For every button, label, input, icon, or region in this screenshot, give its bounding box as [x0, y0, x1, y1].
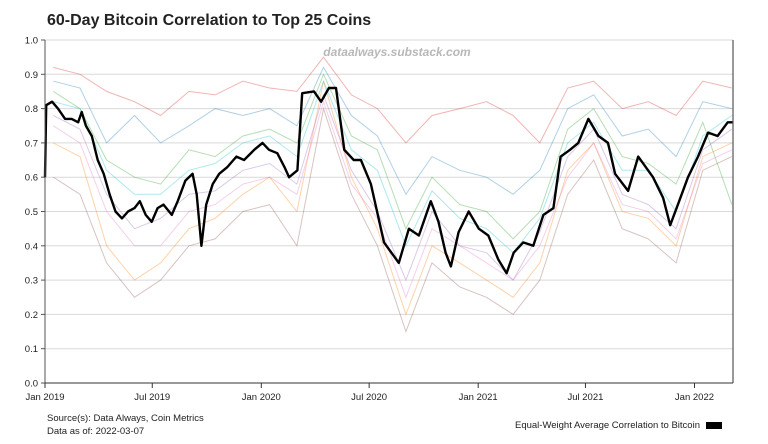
x-tick-label: Jan 2021 [459, 392, 498, 403]
y-axis-labels: 0.0 0.1 0.2 0.3 0.4 0.5 0.6 0.7 0.8 0.9 1.0 [25, 36, 45, 390]
y-tick-label: 0.3 [25, 276, 38, 287]
y-tick-label: 0.4 [25, 241, 38, 252]
y-tick-label: 0.9 [25, 70, 38, 81]
x-tick-label: Jan 2022 [675, 392, 714, 403]
y-tick-label: 0.6 [25, 173, 38, 184]
x-tick-label: Jul 2020 [351, 392, 387, 403]
chart-title: 60-Day Bitcoin Correlation to Top 25 Coi… [47, 12, 371, 29]
gridlines [45, 39, 733, 350]
y-tick-label: 1.0 [25, 36, 38, 47]
legend-swatch [706, 422, 722, 429]
x-tick-label: Jul 2021 [567, 392, 603, 403]
y-tick-label: 0.0 [25, 379, 38, 390]
y-tick-label: 0.8 [25, 104, 38, 115]
legend-label: Equal-Weight Average Correlation to Bitc… [515, 420, 700, 431]
data-date-note: Data as of: 2022-03-07 [47, 426, 144, 437]
average-correlation-line [43, 86, 733, 275]
x-axis-labels: Jan 2019 Jul 2019 Jan 2020 Jul 2020 Jan 2021… [25, 383, 714, 403]
coin-series-lines [53, 56, 733, 334]
coin-correlation-line [53, 79, 733, 254]
x-tick-label: Jan 2019 [25, 392, 64, 403]
source-note: Source(s): Data Always, Coin Metrics [47, 413, 204, 424]
x-tick-label: Jan 2020 [242, 392, 281, 403]
watermark: dataalways.substack.com [323, 45, 471, 59]
coin-correlation-line [53, 106, 733, 334]
coin-correlation-line [53, 66, 732, 196]
y-tick-label: 0.5 [25, 207, 38, 218]
coin-correlation-line [53, 73, 733, 240]
x-tick-label: Jul 2019 [134, 392, 170, 403]
coin-correlation-line [53, 100, 733, 299]
coin-correlation-line [53, 56, 732, 144]
y-tick-label: 0.2 [25, 310, 38, 321]
y-tick-label: 0.7 [25, 138, 38, 149]
y-tick-label: 0.1 [25, 344, 38, 355]
coin-correlation-line [53, 81, 733, 316]
coin-correlation-line [53, 93, 733, 282]
